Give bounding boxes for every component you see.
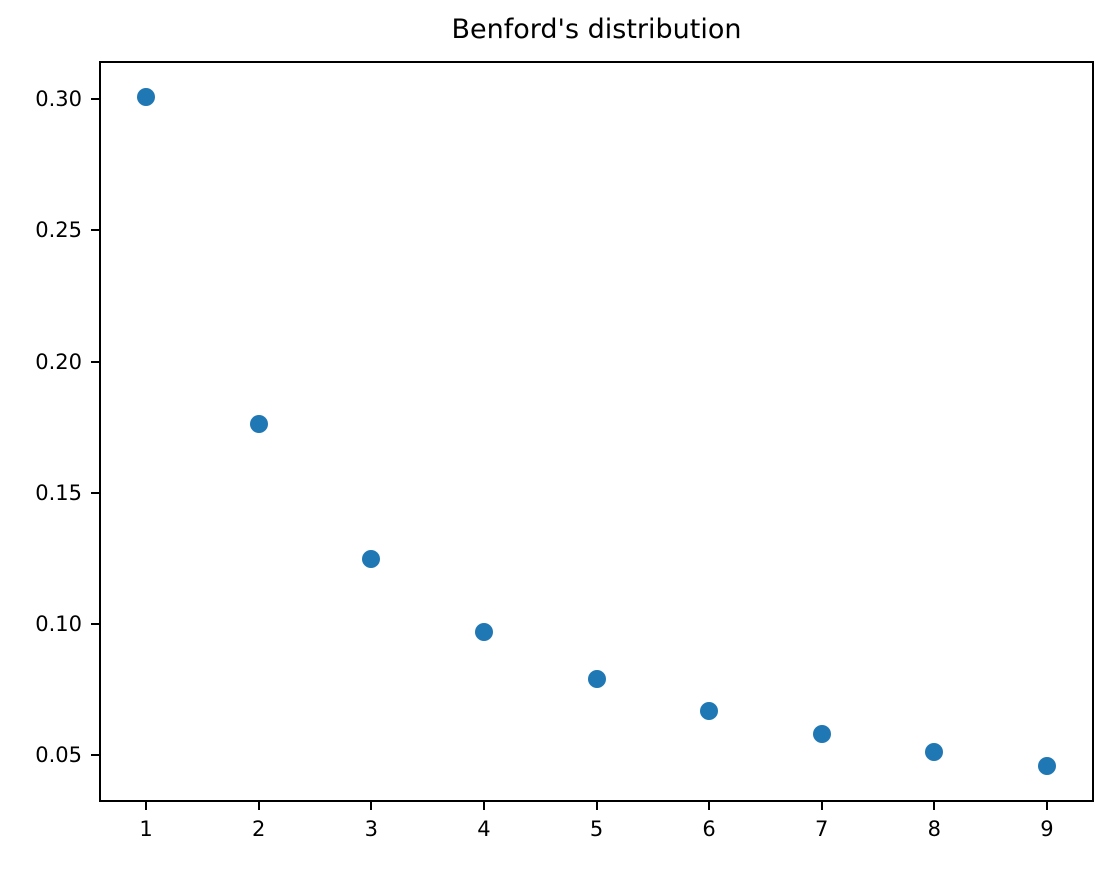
y-axis-tick bbox=[91, 360, 99, 363]
scatter-point-digit-2 bbox=[249, 415, 268, 434]
y-axis-tick-label: 0.20 bbox=[35, 349, 82, 374]
y-axis-tick-label: 0.15 bbox=[35, 480, 82, 505]
scatter-point-digit-4 bbox=[474, 623, 493, 642]
x-axis-tick bbox=[708, 802, 711, 810]
x-axis-tick bbox=[595, 802, 598, 810]
chart-title: Benford's distribution bbox=[451, 14, 742, 45]
y-axis-tick bbox=[91, 229, 99, 232]
x-axis-tick bbox=[370, 802, 373, 810]
x-axis-tick bbox=[933, 802, 936, 810]
scatter-point-digit-6 bbox=[700, 702, 719, 721]
y-axis-tick bbox=[91, 491, 99, 494]
scatter-point-digit-1 bbox=[137, 87, 156, 106]
x-axis-tick-label: 3 bbox=[364, 817, 378, 841]
x-axis-tick bbox=[482, 802, 485, 810]
y-axis-tick-label: 0.05 bbox=[35, 743, 82, 768]
scatter-point-digit-8 bbox=[925, 743, 944, 762]
scatter-point-digit-5 bbox=[587, 669, 606, 688]
scatter-point-digit-3 bbox=[362, 549, 381, 568]
y-axis-tick-label: 0.10 bbox=[35, 612, 82, 637]
x-axis-tick bbox=[257, 802, 260, 810]
x-axis-tick-label: 5 bbox=[589, 817, 604, 841]
y-axis-tick bbox=[91, 623, 99, 626]
scatter-point-digit-7 bbox=[812, 725, 831, 744]
y-axis-tick bbox=[91, 98, 99, 101]
y-axis-tick-label: 0.25 bbox=[35, 218, 82, 243]
x-axis-tick bbox=[1045, 802, 1048, 810]
x-axis-tick bbox=[820, 802, 823, 810]
x-axis-tick bbox=[145, 802, 148, 810]
x-axis-tick-label: 2 bbox=[251, 817, 266, 841]
x-axis-tick-label: 6 bbox=[702, 817, 716, 841]
plot-area bbox=[99, 61, 1094, 802]
y-axis-tick bbox=[91, 754, 99, 757]
x-axis-tick-label: 1 bbox=[139, 817, 153, 841]
x-axis-tick-label: 8 bbox=[927, 817, 942, 841]
y-axis-tick-label: 0.30 bbox=[35, 87, 82, 112]
scatter-point-digit-9 bbox=[1037, 757, 1056, 776]
x-axis-tick-label: 9 bbox=[1040, 817, 1054, 841]
x-axis-tick-label: 7 bbox=[815, 817, 829, 841]
x-axis-tick-label: 4 bbox=[477, 817, 491, 841]
